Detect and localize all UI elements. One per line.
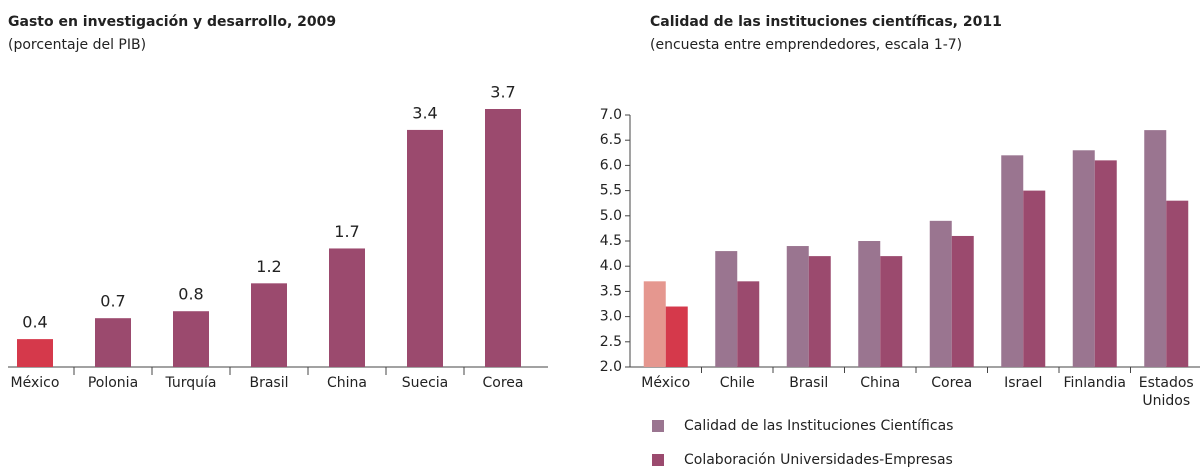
y-tick-label: 4.5 (600, 233, 622, 249)
legend-label: Colaboración Universidades-Empresas (684, 452, 953, 467)
x-tick-label: México (11, 375, 60, 391)
chart-title: Calidad de las instituciones científicas… (650, 14, 1002, 30)
bar (1001, 155, 1024, 367)
y-tick-label: 2.5 (600, 334, 622, 350)
chart-subtitle: (porcentaje del PIB) (8, 37, 146, 53)
bar (407, 129, 443, 367)
y-tick-label: 4.0 (600, 258, 622, 274)
bar (786, 246, 809, 367)
data-label: 0.8 (178, 285, 203, 304)
bar (737, 281, 760, 367)
y-tick-label: 7.0 (600, 107, 622, 123)
y-tick-label: 3.5 (600, 283, 622, 299)
x-tick-label: Estados Unidos (1139, 375, 1194, 409)
data-label: 1.7 (334, 222, 359, 241)
bar (485, 109, 521, 367)
bar (951, 235, 974, 367)
data-label: 1.2 (256, 257, 281, 276)
bar (715, 251, 738, 367)
y-tick-label: 5.5 (600, 183, 622, 199)
data-label: 3.4 (412, 103, 437, 122)
x-tick-label: Corea (931, 375, 972, 391)
data-label: 3.7 (490, 83, 515, 102)
bar (251, 283, 287, 367)
legend-swatch (652, 454, 664, 466)
y-tick-label: 3.0 (600, 309, 622, 325)
bar (929, 220, 952, 367)
bar (1072, 150, 1095, 367)
x-tick-label: China (860, 375, 900, 391)
bar (1144, 130, 1167, 367)
x-tick-label: Suecia (402, 375, 449, 391)
x-tick-label: Chile (720, 375, 755, 391)
bar (95, 318, 131, 367)
x-tick-label: Brasil (249, 375, 288, 391)
data-label: 0.7 (100, 292, 125, 311)
bar (173, 311, 209, 367)
chart-subtitle: (encuesta entre emprendedores, escala 1-… (650, 37, 962, 53)
bar (1094, 160, 1117, 367)
x-tick-label: Corea (483, 375, 524, 391)
bar (1023, 190, 1046, 367)
y-tick-label: 6.5 (600, 132, 622, 148)
y-tick-label: 2.0 (600, 359, 622, 375)
x-tick-label: Israel (1004, 375, 1042, 391)
bar (17, 339, 53, 367)
bar (643, 281, 666, 367)
x-tick-label: Turquía (164, 375, 216, 391)
x-tick-label: México (641, 375, 690, 391)
x-tick-label: Finlandia (1064, 375, 1127, 391)
x-tick-label: Polonia (88, 375, 138, 391)
y-tick-label: 6.0 (600, 157, 622, 173)
bar (858, 241, 881, 367)
bar (808, 256, 831, 367)
bar (665, 306, 688, 367)
x-tick-label: China (327, 375, 367, 391)
data-label: 0.4 (22, 313, 47, 332)
legend-label: Calidad de las Instituciones Científicas (684, 418, 953, 434)
bar (1166, 200, 1189, 367)
legend-swatch (652, 420, 664, 432)
bar (880, 256, 903, 367)
y-tick-label: 5.0 (600, 208, 622, 224)
x-tick-label: Brasil (789, 375, 828, 391)
bar (329, 248, 365, 367)
chart-title: Gasto en investigación y desarrollo, 200… (8, 14, 336, 30)
